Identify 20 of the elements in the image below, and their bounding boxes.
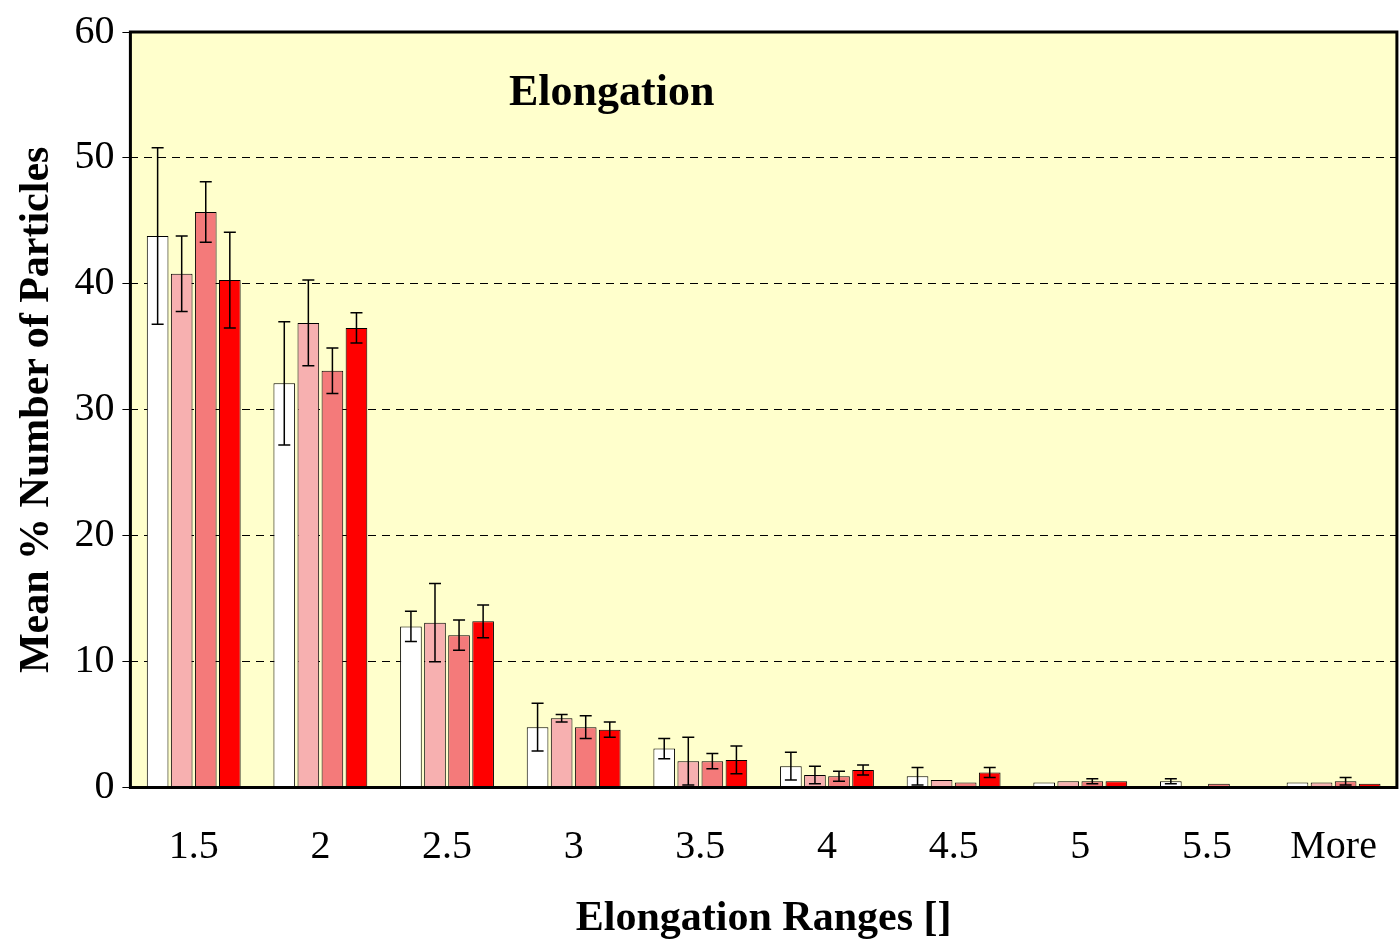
y-tick-label: 30 bbox=[74, 384, 115, 430]
text: Elongation bbox=[508, 66, 715, 116]
x-tick-label: 4 bbox=[816, 822, 837, 868]
x-tick-label: 1.5 bbox=[168, 822, 219, 868]
y-axis-title: Mean % Number of Particles bbox=[11, 146, 58, 674]
x-tick-label: 5 bbox=[1070, 822, 1091, 868]
y-tick-label: 0 bbox=[94, 762, 115, 808]
x-tick-label: 2 bbox=[310, 822, 331, 868]
y-tick-label: 10 bbox=[74, 636, 115, 682]
x-tick-label: 2.5 bbox=[422, 822, 473, 868]
x-axis-title: Elongation Ranges [] bbox=[575, 892, 952, 939]
x-tick-label: 4.5 bbox=[928, 822, 979, 868]
x-tick-label: 3.5 bbox=[675, 822, 726, 868]
y-tick-label: 20 bbox=[74, 510, 115, 556]
y-tick-label: 50 bbox=[74, 132, 115, 178]
x-tick-label: 5.5 bbox=[1181, 822, 1232, 868]
y-tick-label: 40 bbox=[74, 258, 115, 304]
y-tick-label: 60 bbox=[74, 6, 115, 52]
x-tick-label: More bbox=[1290, 822, 1377, 868]
x-tick-label: 3 bbox=[563, 822, 584, 868]
